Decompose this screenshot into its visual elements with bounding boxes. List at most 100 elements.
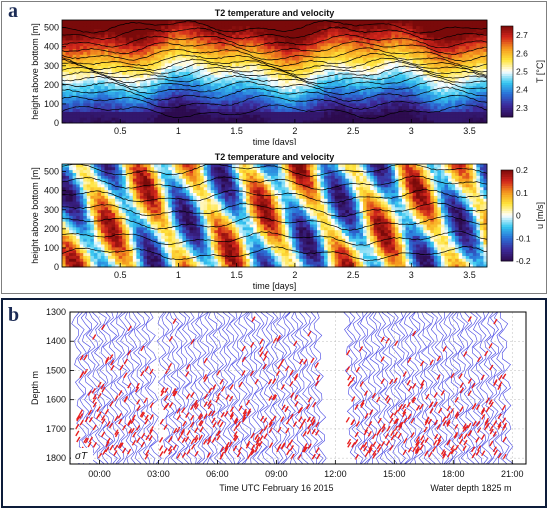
velocity-heatmap-cell xyxy=(108,186,112,191)
temperature-heatmap-cell xyxy=(90,88,95,92)
temperature-heatmap-cell xyxy=(263,34,268,38)
temperature-heatmap-cell xyxy=(472,94,477,98)
temperature-heatmap-cell xyxy=(423,120,428,124)
temperature-heatmap-cell xyxy=(455,40,460,44)
temperature-heatmap-cell xyxy=(377,91,382,95)
temperature-heatmap-cell xyxy=(458,20,463,24)
temperature-heatmap-cell xyxy=(139,91,144,95)
velocity-heatmap-cell xyxy=(69,244,74,248)
temperature-heatmap-cell xyxy=(398,48,403,52)
temperature-heatmap-cell xyxy=(256,100,261,104)
temperature-heatmap-cell xyxy=(136,60,141,64)
velocity-heatmap-cell xyxy=(104,255,109,259)
temperature-heatmap-cell xyxy=(185,117,190,121)
temperature-heatmap-cell xyxy=(147,31,151,35)
velocity-heatmap-cell xyxy=(76,204,81,208)
temperature-heatmap-cell xyxy=(324,20,329,24)
temperature-heatmap-cell xyxy=(444,74,449,78)
temperature-heatmap-cell xyxy=(384,48,389,52)
temperature-heatmap-cell xyxy=(83,54,88,58)
velocity-heatmap-cell xyxy=(69,249,74,254)
temperature-heatmap-cell xyxy=(377,97,382,101)
velocity-heatmap-cell xyxy=(115,209,120,214)
temperature-heatmap-cell xyxy=(355,91,360,95)
temperature-heatmap-cell xyxy=(302,82,307,87)
temperature-heatmap-cell xyxy=(136,34,141,38)
temperature-heatmap-cell xyxy=(373,111,378,115)
temperature-heatmap-cell xyxy=(249,100,254,104)
temperature-heatmap-cell xyxy=(309,82,314,87)
temperature-heatmap-cell xyxy=(416,111,421,115)
temperature-heatmap-cell xyxy=(370,28,375,32)
temperature-heatmap-cell xyxy=(278,97,282,101)
temperature-heatmap-cell xyxy=(278,105,282,110)
temperature-heatmap-cell xyxy=(239,22,244,27)
temperature-colorbar-swatch xyxy=(501,26,513,29)
temperature-heatmap-cell xyxy=(239,117,244,121)
temperature-heatmap-cell xyxy=(108,94,112,98)
temperature-heatmap-cell xyxy=(65,62,70,67)
temperature-heatmap-cell xyxy=(93,60,98,64)
temperature-heatmap-cell xyxy=(210,82,215,87)
temperature-heatmap-cell xyxy=(239,94,244,98)
temperature-heatmap-cell xyxy=(402,68,406,72)
velocity-heatmap-cell xyxy=(62,195,66,199)
temperature-heatmap-cell xyxy=(285,31,290,35)
temperature-heatmap-cell xyxy=(412,114,417,118)
temperature-heatmap-cell xyxy=(139,120,144,124)
temperature-heatmap-cell xyxy=(359,105,364,110)
temperature-heatmap-cell xyxy=(338,100,343,104)
temperature-heatmap-cell xyxy=(90,51,95,55)
temperature-heatmap-cell xyxy=(111,114,116,118)
temperature-heatmap-cell xyxy=(285,48,290,52)
temperature-heatmap-cell xyxy=(465,65,470,70)
temperature-heatmap-cell xyxy=(479,80,484,84)
temperature-heatmap-cell xyxy=(175,22,180,27)
temperature-heatmap-cell xyxy=(182,85,187,90)
temperature-heatmap-cell xyxy=(409,88,414,92)
temperature-heatmap-cell xyxy=(100,82,105,87)
velocity-heatmap-cell xyxy=(93,241,98,245)
velocity-heatmap-cell xyxy=(115,238,120,242)
temperature-heatmap-cell xyxy=(232,97,236,101)
temperature-heatmap-cell xyxy=(370,97,375,101)
temperature-heatmap-cell xyxy=(189,28,194,32)
temperature-heatmap-cell xyxy=(430,77,435,81)
temperature-heatmap-cell xyxy=(178,31,183,35)
temperature-heatmap-cell xyxy=(451,105,456,110)
temperature-heatmap-cell xyxy=(440,25,445,29)
temperature-heatmap-cell xyxy=(69,117,74,121)
temperature-heatmap-cell xyxy=(331,42,336,47)
temperature-heatmap-cell xyxy=(256,22,261,27)
velocity-heatmap-cell xyxy=(72,241,77,245)
velocity-heatmap-cell xyxy=(83,184,88,188)
temperature-heatmap-cell xyxy=(242,57,247,61)
temperature-heatmap-cell xyxy=(423,111,428,115)
temperature-heatmap-cell xyxy=(164,60,169,64)
temperature-heatmap-cell xyxy=(76,20,81,24)
temperature-heatmap-cell xyxy=(86,68,91,72)
temperature-heatmap-cell xyxy=(79,57,84,61)
temperature-heatmap-cell xyxy=(409,40,414,44)
temperature-heatmap-cell xyxy=(86,60,91,64)
temperature-heatmap-cell xyxy=(458,71,463,75)
velocity-heatmap-cell xyxy=(76,181,81,185)
temperature-heatmap-cell xyxy=(147,45,151,50)
temperature-heatmap-cell xyxy=(479,42,484,47)
temperature-heatmap-cell xyxy=(249,68,254,72)
temperature-heatmap-cell xyxy=(125,111,130,115)
temperature-heatmap-cell xyxy=(426,74,431,78)
temperature-heatmap-cell xyxy=(377,108,382,112)
temperature-heatmap-cell xyxy=(380,105,385,110)
temperature-heatmap-cell xyxy=(147,120,151,124)
velocity-heatmap-cell xyxy=(97,212,102,216)
temperature-heatmap-cell xyxy=(359,111,364,115)
temperature-heatmap-cell xyxy=(196,57,201,61)
temperature-heatmap-cell xyxy=(281,108,286,112)
temperature-heatmap-cell xyxy=(451,22,456,27)
temperature-heatmap-cell xyxy=(462,45,467,50)
temperature-heatmap-cell xyxy=(147,108,151,112)
velocity-heatmap-cell xyxy=(76,241,81,245)
temperature-heatmap-cell xyxy=(309,108,314,112)
temperature-heatmap-cell xyxy=(479,77,484,81)
